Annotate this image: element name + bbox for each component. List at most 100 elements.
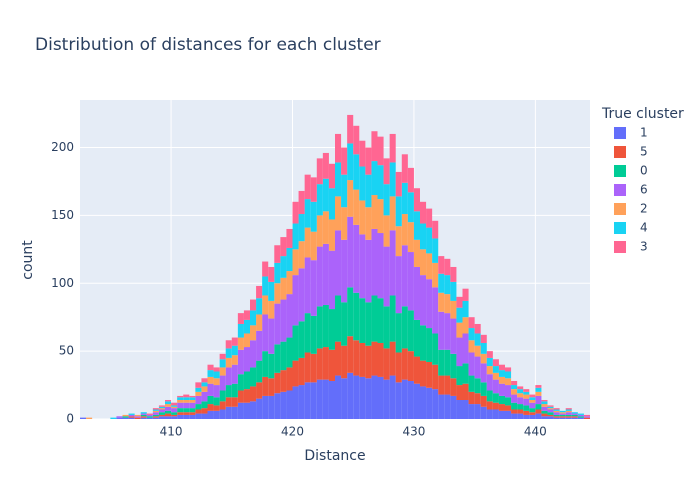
bar [426,208,433,228]
bar [438,349,445,376]
bar [577,416,584,418]
legend-label[interactable]: 4 [640,221,648,235]
bar [237,323,244,338]
bar [523,410,530,415]
bar [511,413,518,419]
bar [407,351,414,381]
bar [450,378,457,396]
bar [134,414,141,417]
bar [541,404,548,407]
bar [359,234,366,299]
bar [517,413,524,419]
bar [165,404,172,407]
bar [231,383,238,398]
bar [158,408,165,410]
bar [152,416,159,418]
legend-item[interactable]: 6 [614,183,648,197]
legend-item[interactable]: 1 [614,126,648,140]
legend-item[interactable]: 5 [614,145,648,159]
bar [480,334,487,343]
bar [152,414,159,417]
bar [395,226,402,257]
bar [110,417,117,419]
bar [529,408,536,413]
legend-item[interactable]: 3 [614,240,648,254]
legend-label[interactable]: 2 [640,202,648,216]
bar [371,295,378,342]
bar [322,243,329,305]
legend-swatch[interactable] [614,165,626,177]
bar [158,409,165,413]
legend-swatch[interactable] [614,203,626,215]
bar [547,409,554,413]
legend-label[interactable]: 0 [640,164,648,178]
legend-swatch[interactable] [614,241,626,253]
bar [322,178,329,212]
legend-swatch[interactable] [614,146,626,158]
bar [347,287,354,337]
bar [559,413,566,415]
bar [523,389,530,392]
bar [426,227,433,254]
bar [219,375,226,391]
bar [280,277,287,300]
bar [547,416,554,419]
legend-label[interactable]: 1 [640,126,648,140]
legend-item[interactable]: 2 [614,202,648,216]
bar [171,405,178,407]
legend-item[interactable]: 0 [614,164,648,178]
bar [207,395,214,405]
bar [256,360,263,383]
bar [189,412,196,415]
bar [195,387,202,392]
y-axis-label: count [20,240,36,280]
bar [426,279,433,329]
bar [486,409,493,419]
bar [492,409,499,419]
bar [420,325,427,361]
bar [553,417,560,419]
bar [462,288,469,301]
legend-swatch[interactable] [614,127,626,139]
legend-item[interactable]: 4 [614,221,648,235]
bar [262,395,269,419]
bar [292,360,299,387]
bar [335,375,342,419]
bar [304,382,311,419]
bar [286,367,293,391]
bar [237,402,244,419]
bar [407,222,414,253]
bar [577,417,584,419]
bar [158,412,165,415]
bar [438,311,445,350]
legend-swatch[interactable] [614,222,626,234]
bar [316,246,323,307]
bar [450,395,457,419]
bar [250,367,257,387]
bar [201,386,208,392]
bar [171,416,178,419]
legend-label[interactable]: 5 [640,145,648,159]
bar [165,406,172,411]
bar [195,395,202,405]
bar [250,340,257,368]
bar [237,349,244,375]
legend-label[interactable]: 6 [640,183,648,197]
bar [383,306,390,349]
bar [523,391,530,395]
bar [347,180,354,217]
bar [468,391,475,405]
bar [535,413,542,419]
bar [383,246,390,307]
bar [474,345,481,357]
bar [450,318,457,354]
bar [407,310,414,352]
bar [529,397,536,400]
bar [559,412,566,414]
bar [256,398,263,419]
legend-label[interactable]: 3 [640,240,648,254]
legend-swatch[interactable] [614,184,626,196]
bar [511,409,518,414]
bar [250,325,257,341]
